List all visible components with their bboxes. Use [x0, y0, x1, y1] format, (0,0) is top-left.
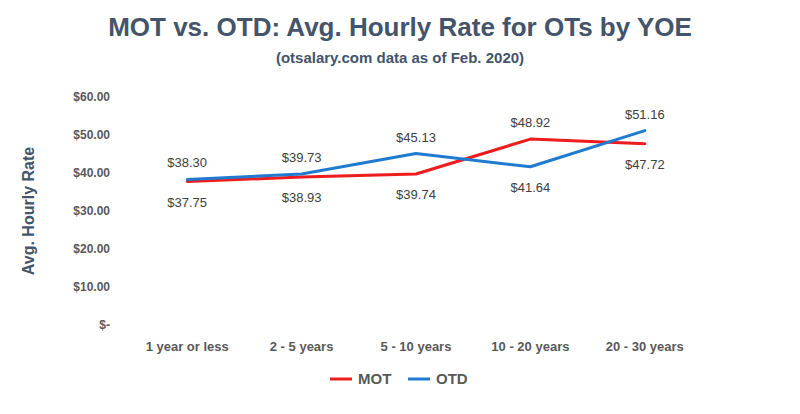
- data-label: $39.74: [396, 187, 436, 202]
- x-tick-label: 5 - 10 years: [381, 339, 452, 354]
- data-label: $37.75: [167, 195, 207, 210]
- legend-label: OTD: [436, 370, 468, 387]
- legend-label: MOT: [358, 370, 391, 387]
- data-label: $41.64: [511, 180, 551, 195]
- chart-title: MOT vs. OTD: Avg. Hourly Rate for OTs by…: [108, 12, 692, 42]
- data-label: $38.30: [167, 155, 207, 170]
- y-tick-label: $60.00: [73, 90, 110, 104]
- y-tick-label: $20.00: [73, 242, 110, 256]
- data-label: $38.93: [282, 190, 322, 205]
- data-label: $45.13: [396, 130, 436, 145]
- data-label: $39.73: [282, 150, 322, 165]
- y-tick-label: $40.00: [73, 166, 110, 180]
- y-tick-label: $-: [99, 318, 110, 332]
- chart-svg: MOT vs. OTD: Avg. Hourly Rate for OTs by…: [0, 0, 800, 414]
- x-tick-label: 10 - 20 years: [491, 339, 569, 354]
- data-label: $51.16: [625, 107, 665, 122]
- chart-subtitle: (otsalary.com data as of Feb. 2020): [276, 49, 524, 66]
- data-label: $48.92: [511, 115, 551, 130]
- data-label: $47.72: [625, 157, 665, 172]
- y-tick-label: $30.00: [73, 204, 110, 218]
- legend-swatch: [330, 378, 352, 381]
- legend-swatch: [408, 378, 430, 381]
- y-tick-label: $50.00: [73, 128, 110, 142]
- x-tick-label: 1 year or less: [146, 339, 229, 354]
- y-tick-label: $10.00: [73, 280, 110, 294]
- x-tick-label: 20 - 30 years: [606, 339, 684, 354]
- y-axis-label: Avg. Hourly Rate: [20, 147, 37, 275]
- legend: MOT OTD: [330, 370, 468, 387]
- chart-container: MOT vs. OTD: Avg. Hourly Rate for OTs by…: [0, 0, 800, 414]
- x-tick-label: 2 - 5 years: [270, 339, 334, 354]
